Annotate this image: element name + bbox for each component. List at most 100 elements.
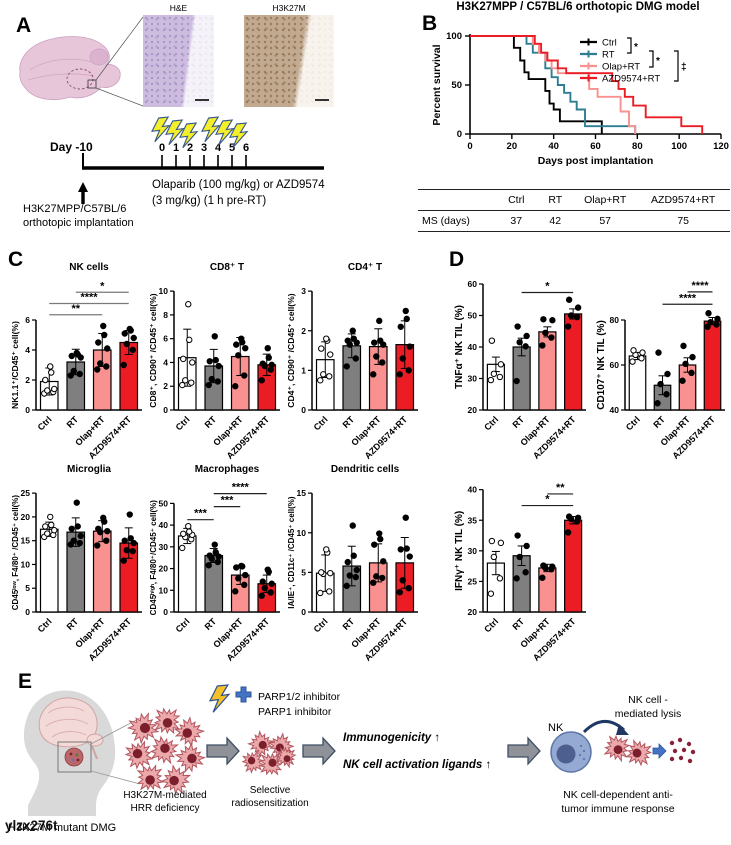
svg-text:50: 50: [159, 498, 169, 508]
svg-text:****: ****: [232, 482, 250, 494]
panel-d-label: D: [449, 248, 465, 271]
svg-text:6: 6: [25, 315, 30, 325]
tumor-cell-cluster-small: [241, 729, 297, 776]
svg-text:RT: RT: [203, 616, 219, 632]
svg-text:0: 0: [25, 405, 30, 415]
svg-text:25: 25: [21, 488, 31, 498]
svg-text:30: 30: [159, 542, 169, 552]
hne-histology-image: [143, 15, 214, 107]
svg-text:35: 35: [468, 515, 478, 525]
svg-text:TNFα⁺ NK TIL (%): TNFα⁺ NK TIL (%): [454, 305, 465, 389]
svg-text:Dendritic cells: Dendritic cells: [331, 464, 400, 475]
svg-text:20: 20: [468, 607, 478, 617]
svg-text:0: 0: [159, 142, 165, 154]
svg-text:5: 5: [301, 567, 306, 577]
panel-e-label: E: [18, 670, 32, 693]
svg-text:50: 50: [451, 80, 462, 91]
svg-text:25: 25: [468, 576, 478, 586]
svg-text:Ctrl: Ctrl: [602, 38, 617, 49]
svg-text:4: 4: [215, 142, 222, 154]
child-head-silhouette: [23, 690, 141, 816]
svg-text:80: 80: [632, 141, 643, 152]
debris-arrow-icon: [652, 743, 667, 759]
h3k27m-histology-image: [244, 15, 334, 107]
svg-text:Ctrl: Ctrl: [312, 616, 330, 634]
svg-text:Ctrl: Ctrl: [482, 414, 500, 432]
table-header: Ctrl: [508, 194, 525, 206]
plus-icon: [235, 686, 252, 703]
svg-text:20: 20: [468, 405, 478, 415]
svg-text:80: 80: [610, 315, 620, 325]
svg-text:Ctrl: Ctrl: [312, 414, 330, 432]
implantation-text-2: orthotopic implantation: [23, 217, 134, 229]
panel-a-label: A: [16, 14, 32, 37]
svg-text:30: 30: [468, 374, 478, 384]
survival-plot-title: H3K27MPP / C57BL/6 orthotopic DMG model: [456, 1, 700, 13]
svg-text:20: 20: [159, 564, 169, 574]
mediated-lysis-label-2: mediated lysis: [615, 708, 682, 720]
implantation-arrow-icon: [78, 182, 88, 204]
svg-text:Ctrl: Ctrl: [174, 616, 192, 634]
svg-text:Ctrl: Ctrl: [174, 414, 192, 432]
svg-text:5: 5: [25, 583, 30, 593]
svg-text:40: 40: [468, 485, 478, 495]
svg-text:1: 1: [301, 365, 306, 375]
hrr-deficiency-label-2: HRR deficiency: [131, 803, 200, 814]
svg-text:****: ****: [691, 280, 709, 292]
svg-text:10: 10: [159, 286, 169, 296]
radiosensitization-label-2: radiosensitization: [231, 798, 308, 809]
svg-text:RT: RT: [602, 50, 615, 61]
svg-text:6: 6: [163, 334, 168, 344]
table-cell: MS (days): [422, 215, 470, 227]
svg-text:10: 10: [159, 585, 169, 595]
day-minus10-label: Day -10: [50, 140, 93, 154]
svg-text:RT: RT: [510, 616, 526, 632]
svg-text:RT: RT: [341, 616, 357, 632]
immunogenicity-label: Immunogenicity ↑: [343, 732, 440, 744]
table-header: [418, 190, 496, 211]
parp12-inhibitor-label: PARP1/2 inhibitor: [258, 691, 341, 703]
svg-text:3: 3: [301, 286, 306, 296]
svg-text:Percent survival: Percent survival: [431, 44, 443, 125]
flow-arrow-2: [302, 736, 336, 766]
panel-c-label: C: [8, 248, 24, 271]
table-header: RT: [548, 194, 563, 206]
svg-text:20: 20: [21, 512, 31, 522]
svg-text:30: 30: [468, 546, 478, 556]
svg-text:2: 2: [301, 326, 306, 336]
svg-text:0: 0: [25, 607, 30, 617]
svg-text:Ctrl: Ctrl: [624, 414, 642, 432]
nk-ligands-label: NK cell activation ligands ↑: [343, 759, 491, 771]
svg-text:2: 2: [163, 381, 168, 391]
mouse-brain-section: [19, 16, 144, 107]
tumor-debris-dots: [669, 737, 696, 764]
svg-text:5: 5: [229, 142, 235, 154]
svg-text:1: 1: [173, 142, 179, 154]
flow-arrow-3: [507, 736, 541, 766]
svg-text:IA/IE⁺, CD11c⁺ /CD45⁺ cell(%): IA/IE⁺, CD11c⁺ /CD45⁺ cell(%): [287, 496, 296, 609]
svg-text:CD45ʰⁱᵍʰ, F4/80⁺/CD45⁺ cell(%): CD45ʰⁱᵍʰ, F4/80⁺/CD45⁺ cell(%): [149, 500, 158, 616]
svg-text:50: 50: [468, 311, 478, 321]
parp1-inhibitor-label: PARP1 inhibitor: [258, 706, 332, 718]
cd4-t-chart: 0 1 2 3 CD4⁺ T CD4⁺, CD90⁺ /CD45⁺ cell(%) Ctrl…: [286, 262, 418, 460]
svg-text:Ctrl: Ctrl: [36, 616, 54, 634]
watermark-text: ylzx276t: [5, 818, 58, 833]
hne-image-label: H&E: [169, 3, 188, 13]
mediated-lysis-label-1: NK cell -: [628, 694, 668, 706]
svg-text:CD4⁺ T: CD4⁺ T: [348, 262, 382, 273]
svg-text:*: *: [656, 56, 660, 67]
panel-e-schematic: E PARP1/2 inhibitor PARP1 inhibitor: [5, 670, 696, 834]
svg-text:NK cells: NK cells: [69, 262, 109, 273]
hrr-deficiency-label-1: H3K27M-mediated: [123, 790, 206, 801]
svg-text:CD107⁺ NK TIL (%): CD107⁺ NK TIL (%): [596, 320, 607, 410]
macrophages-chart: 0 10 20 30 40 50 Macrophages CD45ʰⁱᵍʰ, F4/80⁺/C…: [149, 464, 280, 662]
table-header: Olap+RT: [584, 194, 627, 206]
svg-text:15: 15: [297, 488, 307, 498]
svg-text:60: 60: [590, 141, 601, 152]
svg-text:3: 3: [201, 142, 207, 154]
svg-text:RT: RT: [651, 414, 667, 430]
